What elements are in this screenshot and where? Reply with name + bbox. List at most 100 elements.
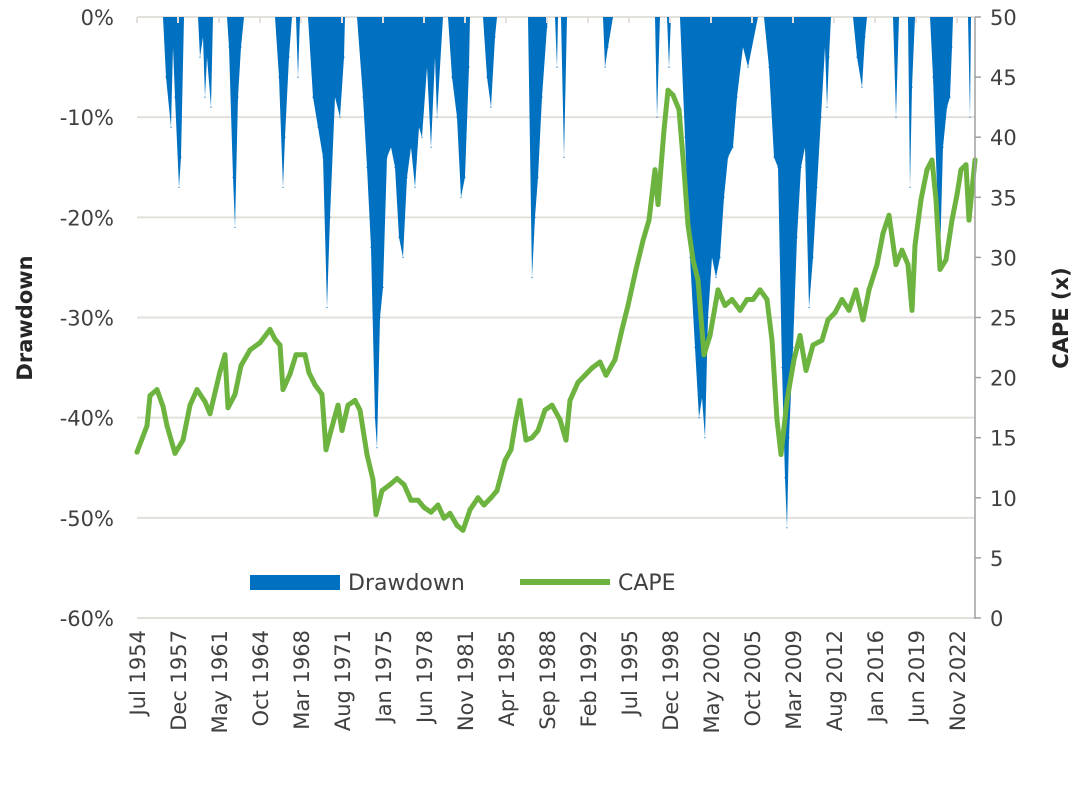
cape-point bbox=[652, 167, 658, 173]
cape-point bbox=[905, 262, 911, 268]
cape-point bbox=[963, 162, 969, 168]
cape-point bbox=[415, 497, 421, 503]
drawdown-point bbox=[464, 176, 466, 178]
cape-point bbox=[379, 488, 385, 494]
left-axis-title: Drawdown bbox=[13, 255, 37, 380]
cape-point bbox=[421, 504, 427, 510]
drawdown-point bbox=[656, 116, 658, 118]
drawdown-point bbox=[421, 136, 423, 138]
drawdown-point bbox=[537, 176, 539, 178]
drawdown-point bbox=[382, 286, 384, 288]
drawdown-point bbox=[820, 116, 822, 118]
cape-point bbox=[846, 307, 852, 313]
drawdown-point bbox=[715, 276, 717, 278]
cape-point bbox=[488, 495, 494, 501]
cape-point bbox=[646, 217, 652, 223]
drawdown-point bbox=[736, 96, 738, 98]
cape-point bbox=[441, 515, 447, 521]
drawdown-point bbox=[707, 316, 709, 319]
cape-point bbox=[943, 257, 949, 263]
legend-drawdown-swatch bbox=[250, 575, 340, 590]
cape-point bbox=[893, 262, 899, 268]
cape-line bbox=[134, 87, 978, 533]
cape-point bbox=[899, 247, 905, 253]
left-tick-label: -30% bbox=[60, 307, 114, 331]
cape-point bbox=[819, 337, 825, 343]
cape-point bbox=[791, 357, 797, 363]
cape-point bbox=[460, 527, 466, 533]
drawdown-series bbox=[137, 17, 975, 529]
drawdown-point bbox=[490, 106, 492, 108]
left-tick-label: -20% bbox=[60, 206, 114, 230]
cape-point bbox=[661, 127, 667, 133]
drawdown-point bbox=[418, 126, 420, 128]
drawdown-point bbox=[297, 76, 299, 78]
cape-point bbox=[825, 317, 831, 323]
cape-point bbox=[357, 407, 363, 413]
cape-point bbox=[832, 310, 838, 316]
drawdown-point bbox=[394, 166, 396, 168]
cape-point bbox=[345, 402, 351, 408]
drawdown-point bbox=[828, 56, 830, 58]
cape-point bbox=[929, 157, 935, 163]
cape-point bbox=[874, 262, 880, 268]
x-tick-label: Apr 1985 bbox=[495, 630, 519, 726]
cape-point bbox=[232, 391, 238, 397]
drawdown-point bbox=[723, 196, 725, 198]
cape-point bbox=[408, 497, 414, 503]
drawdown-point bbox=[334, 96, 336, 98]
cape-point bbox=[750, 297, 756, 302]
drawdown-point bbox=[784, 477, 786, 479]
drawdown-point bbox=[786, 527, 788, 529]
drawdown-point bbox=[234, 226, 236, 228]
drawdown-point bbox=[210, 106, 212, 108]
cape-point bbox=[267, 327, 273, 332]
drawdown-point bbox=[339, 116, 341, 118]
drawdown-point bbox=[379, 316, 381, 319]
cape-point bbox=[729, 297, 735, 302]
cape-point bbox=[238, 363, 244, 369]
cape-point bbox=[774, 417, 780, 423]
legend: Drawdown CAPE bbox=[250, 571, 676, 596]
x-tick-label: Jun 1978 bbox=[413, 630, 437, 725]
cape-point bbox=[853, 287, 859, 293]
cape-point bbox=[323, 447, 329, 453]
cape-point bbox=[217, 369, 223, 375]
drawdown-point bbox=[909, 186, 911, 188]
drawdown-point bbox=[824, 46, 826, 48]
drawdown-point bbox=[701, 397, 703, 399]
cape-series bbox=[134, 87, 978, 533]
drawdown-point bbox=[390, 146, 392, 148]
gridlines bbox=[137, 16, 975, 619]
drawdown-point bbox=[684, 136, 686, 138]
drawdown-point bbox=[864, 36, 866, 38]
cape-point bbox=[319, 391, 325, 397]
x-tick-label: Aug 2012 bbox=[823, 630, 847, 731]
right-tick-label: 5 bbox=[990, 547, 1003, 571]
cape-point bbox=[277, 342, 283, 348]
right-tick-label: 20 bbox=[990, 367, 1017, 391]
cape-point bbox=[690, 257, 696, 263]
x-tick-label: Oct 2005 bbox=[741, 630, 765, 726]
cape-point bbox=[328, 428, 334, 433]
drawdown-point bbox=[732, 146, 734, 148]
cape-point bbox=[685, 222, 691, 228]
drawdown-point bbox=[376, 447, 378, 449]
drawdown-point bbox=[386, 156, 388, 158]
drawdown-point bbox=[946, 106, 948, 108]
cape-point bbox=[769, 337, 775, 343]
cape-point bbox=[306, 370, 312, 376]
cape-point bbox=[370, 477, 376, 483]
cape-point bbox=[797, 333, 803, 338]
cape-point bbox=[557, 417, 563, 423]
drawdown-point bbox=[747, 66, 749, 68]
cape-point bbox=[272, 336, 278, 342]
cape-point bbox=[603, 372, 609, 378]
drawdown-point bbox=[456, 116, 458, 118]
drawdown-point bbox=[856, 56, 858, 58]
drawdown-point bbox=[329, 216, 331, 218]
cape-point bbox=[966, 217, 972, 223]
drawdown-point bbox=[206, 56, 208, 58]
cape-point bbox=[187, 402, 193, 408]
x-tick-label: Dec 1998 bbox=[659, 630, 683, 731]
